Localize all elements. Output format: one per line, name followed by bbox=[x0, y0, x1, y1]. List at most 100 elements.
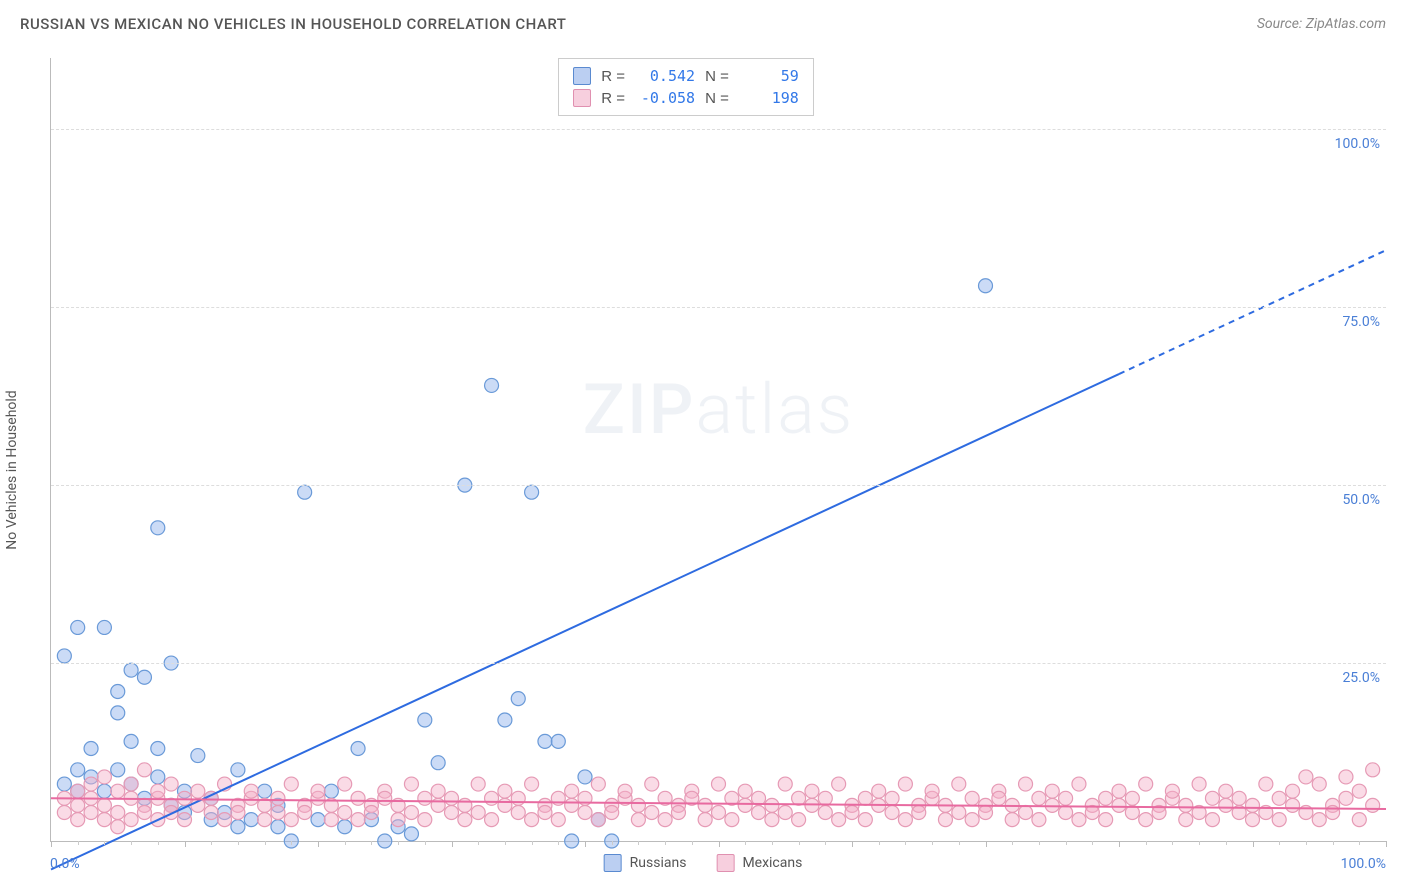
scatter-point bbox=[178, 813, 192, 827]
gridline-h bbox=[51, 307, 1386, 308]
scatter-point bbox=[71, 813, 85, 827]
scatter-point bbox=[712, 806, 726, 820]
scatter-point bbox=[1312, 777, 1326, 791]
scatter-point bbox=[698, 813, 712, 827]
x-tick-major bbox=[585, 841, 586, 847]
scatter-point bbox=[605, 806, 619, 820]
x-tick-minor bbox=[1146, 841, 1147, 845]
x-tick-minor bbox=[478, 841, 479, 845]
scatter-point bbox=[124, 734, 138, 748]
scatter-point bbox=[338, 806, 352, 820]
scatter-point bbox=[298, 485, 312, 499]
scatter-point bbox=[471, 777, 485, 791]
scatter-point bbox=[1045, 784, 1059, 798]
scatter-point bbox=[231, 820, 245, 834]
x-tick-minor bbox=[291, 841, 292, 845]
x-tick-major bbox=[1119, 841, 1120, 847]
scatter-point bbox=[591, 777, 605, 791]
scatter-point bbox=[1312, 813, 1326, 827]
scatter-point bbox=[151, 741, 165, 755]
scatter-point bbox=[1059, 806, 1073, 820]
scatter-point bbox=[97, 620, 111, 634]
scatter-point bbox=[1205, 813, 1219, 827]
scatter-point bbox=[872, 784, 886, 798]
scatter-point bbox=[778, 806, 792, 820]
scatter-point bbox=[111, 685, 125, 699]
x-tick-minor bbox=[1359, 841, 1360, 845]
y-axis-label: No Vehicles in Household bbox=[4, 390, 20, 549]
scatter-point bbox=[551, 734, 565, 748]
x-tick-minor bbox=[238, 841, 239, 845]
x-tick-major bbox=[719, 841, 720, 847]
scatter-point bbox=[364, 806, 378, 820]
x-tick-minor bbox=[1333, 841, 1334, 845]
scatter-point bbox=[631, 798, 645, 812]
scatter-point bbox=[765, 813, 779, 827]
scatter-point bbox=[952, 777, 966, 791]
scatter-point bbox=[244, 813, 258, 827]
scatter-point bbox=[431, 784, 445, 798]
chart-header: RUSSIAN VS MEXICAN NO VEHICLES IN HOUSEH… bbox=[0, 0, 1406, 48]
scatter-point bbox=[218, 813, 232, 827]
scatter-point bbox=[445, 806, 459, 820]
scatter-point bbox=[351, 791, 365, 805]
scatter-point bbox=[1232, 791, 1246, 805]
scatter-point bbox=[137, 763, 151, 777]
scatter-point bbox=[1272, 791, 1286, 805]
scatter-point bbox=[1112, 784, 1126, 798]
scatter-point bbox=[271, 791, 285, 805]
x-tick-minor bbox=[1039, 841, 1040, 845]
scatter-point bbox=[591, 813, 605, 827]
scatter-point bbox=[378, 834, 392, 848]
scatter-point bbox=[485, 813, 499, 827]
scatter-point bbox=[712, 777, 726, 791]
scatter-point bbox=[71, 763, 85, 777]
scatter-point bbox=[912, 806, 926, 820]
scatter-point bbox=[57, 649, 71, 663]
plot-svg bbox=[51, 58, 1386, 841]
scatter-point bbox=[538, 734, 552, 748]
x-tick-minor bbox=[1012, 841, 1013, 845]
scatter-point bbox=[231, 763, 245, 777]
scatter-point bbox=[1005, 813, 1019, 827]
scatter-point bbox=[738, 798, 752, 812]
scatter-point bbox=[97, 798, 111, 812]
scatter-point bbox=[1299, 770, 1313, 784]
x-tick-major bbox=[318, 841, 319, 847]
x-tick-minor bbox=[265, 841, 266, 845]
scatter-point bbox=[111, 763, 125, 777]
y-tick-label: 50.0% bbox=[1342, 492, 1380, 508]
scatter-point bbox=[191, 749, 205, 763]
scatter-point bbox=[124, 663, 138, 677]
scatter-point bbox=[431, 756, 445, 770]
scatter-point bbox=[284, 813, 298, 827]
scatter-point bbox=[164, 777, 178, 791]
x-tick-minor bbox=[1092, 841, 1093, 845]
scatter-point bbox=[498, 784, 512, 798]
scatter-point bbox=[578, 806, 592, 820]
scatter-point bbox=[1032, 813, 1046, 827]
scatter-point bbox=[404, 806, 418, 820]
scatter-point bbox=[671, 806, 685, 820]
scatter-point bbox=[818, 791, 832, 805]
x-tick-minor bbox=[612, 841, 613, 845]
scatter-point bbox=[1352, 784, 1366, 798]
plot-region: ZIPatlas R = 0.542 N = 59 R = -0.058 N =… bbox=[50, 58, 1386, 842]
x-tick-minor bbox=[692, 841, 693, 845]
scatter-point bbox=[1179, 813, 1193, 827]
scatter-point bbox=[57, 806, 71, 820]
scatter-point bbox=[84, 777, 98, 791]
legend-item-russians: Russians bbox=[604, 854, 687, 872]
scatter-point bbox=[324, 784, 338, 798]
scatter-point bbox=[752, 806, 766, 820]
x-tick-major bbox=[986, 841, 987, 847]
scatter-point bbox=[1139, 777, 1153, 791]
scatter-point bbox=[1125, 791, 1139, 805]
scatter-point bbox=[418, 713, 432, 727]
scatter-point bbox=[818, 806, 832, 820]
x-tick-minor bbox=[959, 841, 960, 845]
x-tick-minor bbox=[558, 841, 559, 845]
scatter-point bbox=[111, 806, 125, 820]
scatter-point bbox=[338, 777, 352, 791]
scatter-point bbox=[965, 791, 979, 805]
